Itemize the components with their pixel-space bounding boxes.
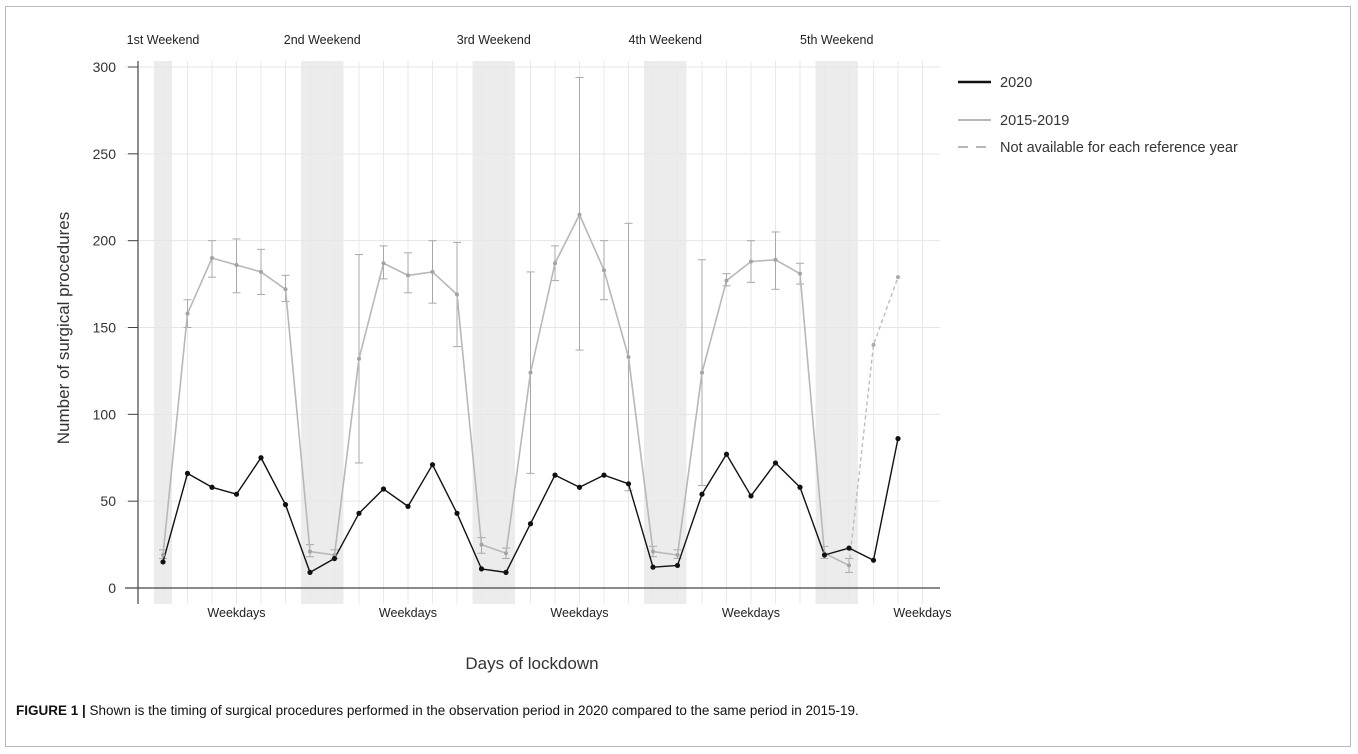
point-2015-2019-day-3 — [210, 256, 214, 261]
weekday-label-3: Weekdays — [550, 606, 608, 620]
point-2020-day-23 — [699, 491, 705, 497]
point-2015-2019-day-22 — [675, 553, 680, 558]
point-2020-day-18 — [576, 484, 583, 490]
point-2020-day-7 — [307, 569, 313, 575]
point-2020-day-17 — [552, 472, 558, 478]
legend-label-2020: 2020 — [1000, 75, 1032, 91]
point-2015-2019-day-9 — [357, 356, 361, 361]
point-2020-day-2 — [184, 470, 191, 476]
caption-label: FIGURE 1 | — [16, 703, 86, 718]
point-2015-2019-day-17 — [553, 261, 557, 266]
point-2020-day-9 — [356, 510, 362, 516]
y-tick-label-100: 100 — [93, 406, 117, 422]
weekend-label-3: 3rd Weekend — [457, 33, 531, 47]
point-2020-day-12 — [429, 462, 436, 468]
point-2020-day-29 — [846, 545, 852, 551]
point-2015-2019-day-18 — [577, 212, 582, 217]
weekday-label-4: Weekdays — [722, 606, 780, 620]
point-2020-day-24 — [723, 451, 730, 457]
point-2015-2019-day-20 — [626, 355, 631, 360]
legend-label-2015-2019: 2015-2019 — [1000, 113, 1069, 129]
point-2020-day-31 — [895, 436, 901, 442]
y-tick-label-0: 0 — [108, 580, 116, 596]
point-2015-2019-day-7 — [308, 549, 312, 554]
point-2020-day-11 — [405, 503, 411, 509]
weekend-label-2: 2nd Weekend — [284, 33, 361, 47]
point-2020-day-28 — [821, 552, 828, 558]
point-2015-2019-day-5 — [259, 269, 263, 274]
point-2020-day-21 — [650, 564, 656, 570]
point-2015-2019-day-25 — [749, 259, 753, 264]
point-2015-2019-day-12 — [430, 269, 435, 274]
point-2020-day-25 — [748, 493, 754, 499]
y-tick-label-150: 150 — [93, 320, 117, 336]
weekday-label-2: Weekdays — [379, 606, 437, 620]
point-2015-2019-day-26 — [773, 257, 778, 262]
point-2015-2019-day-27 — [798, 271, 802, 276]
figure-frame — [5, 6, 1351, 747]
chart: 1st Weekend 2nd Weekend 3rd Weekend 4th Wee… — [54, 33, 1238, 673]
point-2015-2019-day-29 — [847, 563, 851, 568]
point-2020-day-26 — [772, 460, 779, 466]
y-tick-label-300: 300 — [93, 59, 117, 75]
point-2020-day-4 — [233, 491, 240, 497]
series-line-not-available — [848, 276, 899, 566]
point-2020-day-27 — [797, 484, 803, 490]
point-2015-2019-day-11 — [406, 273, 410, 278]
point-2020-day-5 — [258, 455, 264, 461]
point-2015-2019-day-21 — [651, 549, 655, 554]
point-2020-day-10 — [380, 486, 387, 492]
point-2015-2019-day-6 — [283, 287, 288, 292]
point-2015-2019-day-8 — [332, 553, 337, 558]
weekend-label-4: 4th Weekend — [629, 33, 702, 47]
point-2015-2019-day-13 — [455, 292, 459, 297]
y-axis-title: Number of surgical procedures — [54, 212, 73, 444]
point-2015-2019-day-2 — [185, 311, 190, 316]
point-2020-day-22 — [674, 562, 681, 569]
point-na-day-31 — [896, 275, 900, 280]
point-2015-2019-day-16 — [528, 370, 533, 375]
y-tick-label-50: 50 — [100, 493, 116, 509]
point-2015-2019-day-14 — [479, 542, 484, 547]
weekday-label-1: Weekdays — [207, 606, 265, 620]
point-2020-day-19 — [601, 472, 607, 478]
weekend-label-1: 1st Weekend — [127, 33, 200, 47]
weekend-band-5 — [815, 61, 858, 604]
point-2020-day-8 — [331, 555, 338, 562]
point-2020-day-20 — [625, 481, 632, 487]
weekend-label-5: 5th Weekend — [800, 33, 873, 47]
y-tick-label-250: 250 — [93, 146, 117, 162]
point-2020-day-15 — [503, 569, 509, 575]
y-tick-label-200: 200 — [93, 233, 117, 249]
weekend-band-3 — [472, 61, 515, 604]
point-2015-2019-day-4 — [234, 262, 239, 267]
point-2015-2019-day-10 — [381, 261, 386, 266]
caption-text: Shown is the timing of surgical procedur… — [85, 703, 859, 718]
point-2020-day-6 — [282, 502, 289, 508]
point-2020-day-1 — [160, 559, 166, 565]
x-axis-title: Days of lockdown — [465, 654, 598, 673]
legend-label-not-available: Not available for each reference year — [1000, 140, 1238, 156]
point-2015-2019-day-19 — [602, 268, 606, 273]
weekend-band-2 — [301, 61, 344, 604]
weekday-label-5: Weekdays — [893, 606, 951, 620]
point-2020-day-13 — [454, 510, 460, 516]
figure-caption: FIGURE 1 | Shown is the timing of surgic… — [16, 703, 1336, 718]
point-2020-day-30 — [870, 557, 877, 563]
point-2020-day-16 — [527, 521, 534, 527]
weekend-band-4 — [644, 61, 687, 604]
point-2015-2019-day-15 — [504, 551, 508, 556]
point-na-day-30 — [871, 342, 876, 347]
point-2015-2019-day-1 — [161, 553, 165, 558]
point-2020-day-14 — [478, 566, 485, 572]
point-2020-day-3 — [209, 484, 215, 490]
point-2015-2019-day-24 — [724, 278, 729, 283]
point-2015-2019-day-23 — [700, 370, 704, 375]
